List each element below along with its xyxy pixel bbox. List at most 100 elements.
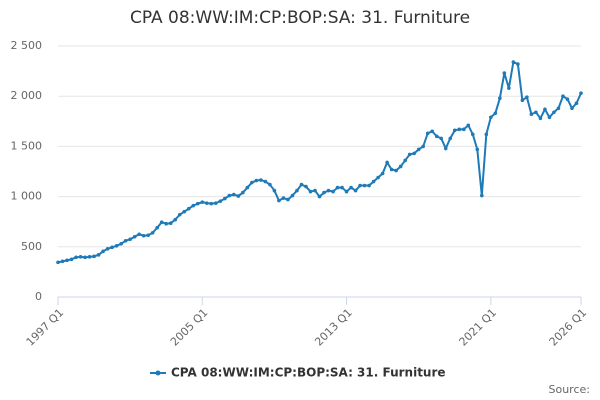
point (168, 221, 173, 226)
point (96, 253, 101, 257)
point (565, 97, 570, 102)
point (74, 255, 78, 260)
point (525, 95, 529, 100)
point (412, 151, 416, 156)
point (232, 192, 236, 197)
point (430, 129, 435, 134)
y-tick-label: 0 (35, 290, 42, 303)
point (403, 158, 407, 163)
point (367, 183, 371, 188)
point (570, 106, 574, 111)
x-tick-label: 1997 Q1 (24, 306, 67, 349)
point (209, 201, 214, 206)
point (268, 182, 272, 187)
point (101, 249, 105, 254)
point (177, 212, 182, 217)
point (439, 136, 444, 141)
point (259, 178, 263, 182)
point (281, 196, 286, 200)
y-tick-label: 1 500 (11, 139, 43, 152)
point (561, 94, 565, 98)
point (520, 98, 525, 103)
point (349, 185, 353, 190)
point (317, 194, 322, 199)
x-tick-label: 2021 Q1 (457, 306, 500, 349)
point (146, 233, 150, 238)
point (137, 232, 141, 237)
point (254, 178, 259, 183)
point (493, 111, 498, 116)
point (69, 257, 74, 262)
point (110, 245, 114, 250)
point (114, 243, 119, 248)
point (574, 101, 579, 106)
point (448, 136, 453, 141)
point (155, 225, 159, 230)
point (214, 201, 218, 205)
point (56, 260, 60, 265)
point (421, 144, 425, 149)
point (92, 254, 96, 259)
point (475, 147, 480, 152)
point (173, 217, 178, 222)
point (200, 200, 205, 204)
legend-marker (155, 370, 161, 376)
x-tick-label: 2005 Q1 (168, 306, 211, 349)
point (516, 62, 520, 66)
point (299, 182, 304, 187)
point (286, 197, 290, 202)
point (579, 91, 583, 95)
y-tick-label: 2 500 (11, 39, 43, 52)
point (498, 96, 502, 101)
series-line (57, 60, 582, 264)
point (65, 258, 69, 263)
point (159, 220, 164, 225)
point (195, 201, 200, 206)
point (534, 110, 538, 115)
point (389, 167, 394, 172)
point (128, 237, 132, 242)
point (132, 234, 137, 239)
point (470, 132, 475, 137)
point (245, 185, 250, 190)
point (277, 198, 281, 203)
x-tick-label: 2026 Q1 (547, 306, 590, 349)
point (466, 123, 471, 128)
point (105, 247, 110, 251)
point (119, 241, 123, 246)
point (443, 146, 448, 151)
point (358, 183, 362, 188)
x-tick-label: 2013 Q1 (312, 306, 355, 349)
point (489, 115, 493, 120)
point (502, 71, 507, 75)
point (250, 180, 254, 185)
point (204, 201, 209, 205)
point (60, 259, 65, 264)
point (425, 131, 430, 136)
point (141, 233, 146, 238)
point (416, 147, 421, 152)
point (457, 127, 462, 132)
y-tick-label: 1 000 (11, 190, 43, 203)
point (340, 185, 344, 190)
point (313, 188, 317, 193)
point (385, 160, 389, 165)
point (150, 230, 155, 235)
point (295, 188, 299, 193)
point (331, 189, 335, 194)
point (290, 193, 295, 198)
point (78, 255, 83, 259)
point (227, 193, 232, 198)
point (371, 179, 376, 184)
point (308, 189, 313, 194)
point (304, 184, 308, 189)
point (123, 238, 128, 243)
point (186, 206, 191, 211)
point (452, 128, 457, 133)
point (511, 60, 516, 64)
point (434, 134, 439, 139)
point (182, 209, 187, 214)
point (353, 188, 358, 193)
point (484, 132, 489, 137)
